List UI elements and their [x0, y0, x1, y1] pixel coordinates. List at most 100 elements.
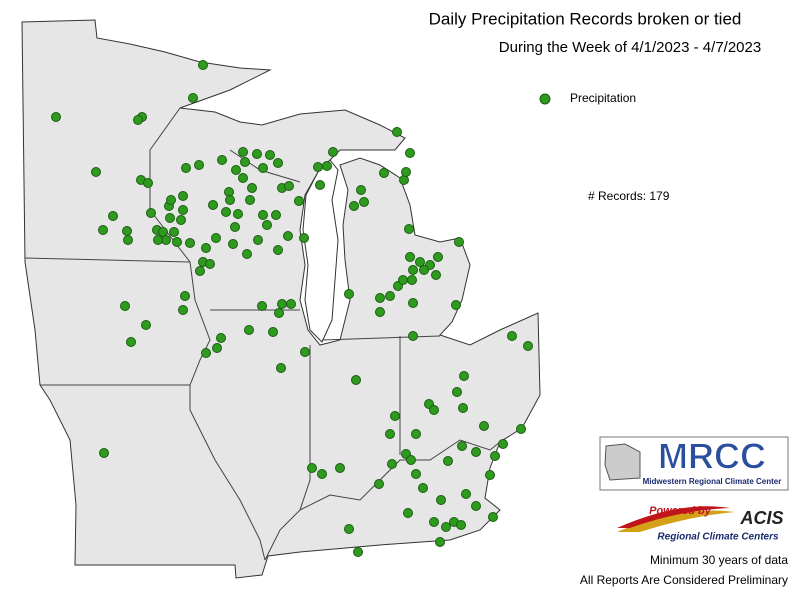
station-dot [51, 112, 61, 122]
legend-label: Precipitation [570, 91, 636, 105]
station-dot [276, 363, 286, 373]
station-dot [265, 150, 275, 160]
station-dot [194, 160, 204, 170]
station-dot [344, 289, 354, 299]
station-dot [122, 226, 132, 236]
station-dot [313, 162, 323, 172]
station-dot [459, 371, 469, 381]
station-dot [461, 489, 471, 499]
station-dot [230, 222, 240, 232]
station-dot [328, 147, 338, 157]
station-dot [408, 298, 418, 308]
station-dot [238, 147, 248, 157]
station-dot [143, 178, 153, 188]
station-dot [238, 173, 248, 183]
station-dot [335, 463, 345, 473]
station-dot [283, 231, 293, 241]
station-dot [108, 211, 118, 221]
station-dot [98, 225, 108, 235]
station-dot [431, 270, 441, 280]
station-dot [198, 60, 208, 70]
station-dot [356, 185, 366, 195]
station-dot [419, 265, 429, 275]
station-dot [268, 327, 278, 337]
station-dot [300, 347, 310, 357]
station-dot [401, 167, 411, 177]
station-dot [205, 259, 215, 269]
station-dot [225, 195, 235, 205]
station-dot [178, 305, 188, 315]
acis-text: ACIS [739, 508, 783, 528]
station-dot [385, 291, 395, 301]
station-dot [436, 495, 446, 505]
station-dot [392, 127, 402, 137]
station-dot [451, 300, 461, 310]
station-dot [201, 243, 211, 253]
station-dot [398, 275, 408, 285]
note: Minimum 30 years of data [650, 553, 788, 567]
station-dot [374, 479, 384, 489]
station-dot [212, 343, 222, 353]
station-dot [273, 245, 283, 255]
station-dot [322, 161, 332, 171]
station-dot [375, 307, 385, 317]
station-dot [523, 341, 533, 351]
station-dot [404, 224, 414, 234]
station-dot [405, 252, 415, 262]
station-dot [411, 429, 421, 439]
station-dot [120, 301, 130, 311]
station-dot [146, 208, 156, 218]
station-dot [180, 291, 190, 301]
record-count: # Records: 179 [588, 189, 670, 203]
station-dot [351, 375, 361, 385]
station-dot [141, 320, 151, 330]
station-dot [433, 252, 443, 262]
station-dot [485, 470, 495, 480]
station-dot [507, 331, 517, 341]
station-dot [405, 148, 415, 158]
station-dot [307, 463, 317, 473]
station-dot [359, 197, 369, 207]
station-dot [153, 235, 163, 245]
station-dot [233, 209, 243, 219]
station-dot [441, 522, 451, 532]
station-dot [315, 180, 325, 190]
station-dot [471, 501, 481, 511]
station-dot [403, 508, 413, 518]
station-dot [247, 183, 257, 193]
station-dot [273, 158, 283, 168]
station-dot [216, 333, 226, 343]
station-dot [91, 167, 101, 177]
station-dot [126, 337, 136, 347]
mrcc-logo: MRCC Midwestern Regional Climate Center [599, 435, 789, 491]
station-dot [299, 233, 309, 243]
station-dot [211, 233, 221, 243]
station-dot [201, 348, 211, 358]
station-dot [178, 205, 188, 215]
station-dot [240, 157, 250, 167]
station-dot [178, 191, 188, 201]
station-dot [231, 165, 241, 175]
mrcc-text: MRCC [658, 436, 766, 477]
station-dot [258, 210, 268, 220]
station-dot [133, 115, 143, 125]
station-dot [407, 275, 417, 285]
station-dot [435, 537, 445, 547]
note: All Reports Are Considered Preliminary [580, 573, 788, 587]
station-dot [516, 424, 526, 434]
station-dot [188, 93, 198, 103]
station-dot [181, 163, 191, 173]
station-dot [172, 237, 182, 247]
station-dot [479, 421, 489, 431]
station-dot [418, 483, 428, 493]
station-dot [490, 451, 500, 461]
station-dot [166, 195, 176, 205]
station-dot [498, 439, 508, 449]
rcc-text: Regional Climate Centers [657, 532, 779, 543]
station-dot [286, 299, 296, 309]
station-dot [228, 239, 238, 249]
stations [51, 60, 533, 557]
station-dot [443, 456, 453, 466]
station-dot [415, 257, 425, 267]
